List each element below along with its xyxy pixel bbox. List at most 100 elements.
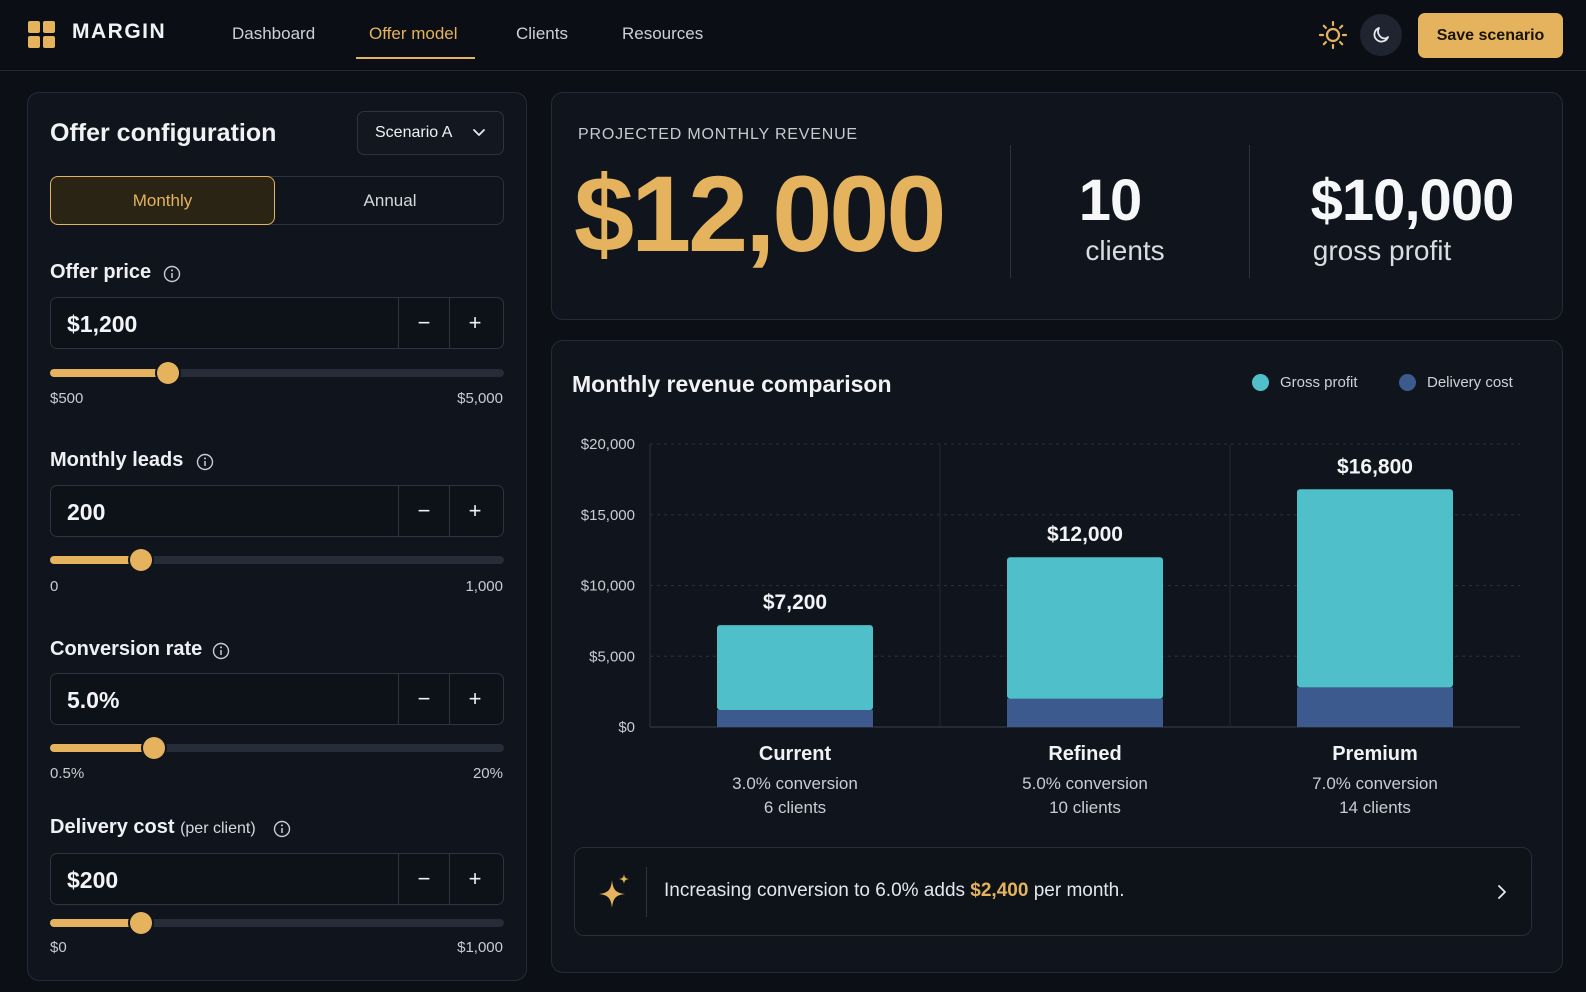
scenario-dropdown[interactable]: Scenario A	[357, 111, 504, 155]
bar-total-label: $12,000	[1047, 523, 1123, 546]
slider-thumb[interactable]	[129, 912, 152, 934]
y-tick-label: $5,000	[589, 648, 635, 665]
insight-message: Increasing conversion to 6.0% adds $2,40…	[664, 880, 1125, 901]
slider-thumb[interactable]	[143, 737, 166, 759]
save-scenario-button[interactable]: Save scenario	[1418, 13, 1563, 58]
monthly-leads-input[interactable]: 200 − +	[50, 485, 504, 537]
projected-revenue-value: $12,000	[574, 153, 946, 274]
clients-count: 10	[1078, 168, 1143, 233]
slider-fill	[50, 369, 169, 377]
offer-price-increment-button[interactable]: +	[449, 298, 500, 348]
conversion-rate-decrement-button[interactable]: −	[398, 674, 449, 724]
monthly-leads-slider[interactable]	[50, 549, 504, 571]
delivery-cost-value[interactable]: $200	[67, 867, 119, 893]
delivery-cost-max: $1,000	[457, 939, 503, 956]
y-tick-label: $20,000	[581, 436, 635, 453]
monthly-leads-value[interactable]: 200	[67, 499, 106, 525]
offer-price-label: Offer price	[50, 261, 152, 283]
bar-delivery-cost	[1297, 687, 1453, 727]
revenue-comparison-card: $0 $5,000 $10,000 $15,000 $20,000 $7,200 Curre…	[551, 340, 1563, 973]
offer-configuration-panel: Offer configuration Scenario A Monthly A…	[27, 92, 527, 981]
legend-gross-profit: Gross profit	[1280, 374, 1358, 391]
monthly-leads-min: 0	[50, 578, 59, 595]
revenue-chart: $0 $5,000 $10,000 $15,000 $20,000 $7,200 Curre…	[581, 436, 1520, 817]
delivery-cost-label: Delivery cost (per client)	[50, 816, 256, 838]
sun-icon[interactable]	[1318, 20, 1348, 50]
bar-delivery-cost	[717, 710, 873, 727]
conversion-rate-input[interactable]: 5.0% − +	[50, 673, 504, 725]
slider-fill	[50, 919, 141, 927]
delivery-cost-min: $0	[50, 939, 67, 956]
info-icon[interactable]	[212, 642, 230, 660]
bar-total-label: $7,200	[763, 591, 827, 614]
y-tick-label: $15,000	[581, 507, 635, 524]
conversion-rate-value[interactable]: 5.0%	[67, 687, 120, 713]
conversion-rate-increment-button[interactable]: +	[449, 674, 500, 724]
chart-title: Monthly revenue comparison	[572, 371, 892, 397]
insight-banner[interactable]: Increasing conversion to 6.0% adds $2,40…	[574, 847, 1532, 936]
x-category-clients: 14 clients	[1339, 798, 1411, 817]
offer-price-min: $500	[50, 390, 84, 407]
x-category-label: Refined	[1048, 743, 1121, 765]
nav-resources[interactable]: Resources	[622, 24, 704, 43]
gross-profit-label: gross profit	[1312, 235, 1452, 266]
monthly-leads-decrement-button[interactable]: −	[398, 486, 449, 536]
divider	[1010, 145, 1011, 278]
divider	[1249, 145, 1250, 278]
x-category-clients: 10 clients	[1049, 798, 1121, 817]
info-icon[interactable]	[163, 265, 181, 283]
offer-price-decrement-button[interactable]: −	[398, 298, 449, 348]
info-icon[interactable]	[273, 820, 291, 838]
monthly-leads-label: Monthly leads	[50, 449, 184, 471]
slider-thumb[interactable]	[157, 362, 180, 384]
offer-price-slider[interactable]	[50, 362, 504, 384]
delivery-cost-input[interactable]: $200 − +	[50, 853, 504, 905]
info-icon[interactable]	[196, 453, 214, 471]
bar-total-label: $16,800	[1337, 455, 1413, 478]
y-tick-label: $0	[618, 719, 635, 736]
conversion-rate-label: Conversion rate	[50, 638, 203, 660]
gross-profit-value: $10,000	[1310, 168, 1515, 233]
billing-monthly-option[interactable]: Monthly	[50, 176, 275, 225]
offer-price-max: $5,000	[457, 390, 503, 407]
panel-title: Offer configuration	[50, 119, 277, 147]
logo-grid-icon	[28, 21, 55, 48]
bar-gross-profit	[1297, 489, 1453, 688]
bar-gross-profit	[717, 625, 873, 711]
projected-revenue-card: PROJECTED MONTHLY REVENUE $12,000 10 cli…	[551, 92, 1563, 320]
offer-price-input[interactable]: $1,200 − +	[50, 297, 504, 349]
moon-icon[interactable]	[1360, 14, 1402, 56]
offer-price-value[interactable]: $1,200	[67, 311, 138, 337]
nav-dashboard[interactable]: Dashboard	[232, 24, 316, 43]
conversion-rate-min: 0.5%	[50, 765, 85, 782]
monthly-leads-increment-button[interactable]: +	[449, 486, 500, 536]
conversion-rate-slider[interactable]	[50, 737, 504, 759]
slider-thumb[interactable]	[129, 549, 152, 571]
scenario-dropdown-value: Scenario A	[375, 124, 453, 141]
app-logo-text: MARGIN	[72, 20, 167, 43]
chevron-right-icon[interactable]	[1495, 882, 1509, 902]
conversion-rate-max: 20%	[472, 765, 503, 782]
x-category-conversion: 7.0% conversion	[1312, 774, 1438, 793]
legend-delivery-cost: Delivery cost	[1427, 374, 1513, 391]
bar-delivery-cost	[1007, 698, 1163, 727]
legend-swatch-delivery-cost	[1399, 374, 1416, 391]
divider	[646, 867, 647, 917]
nav-offer-model[interactable]: Offer model	[369, 24, 458, 43]
x-category-conversion: 5.0% conversion	[1022, 774, 1148, 793]
kpi-label: PROJECTED MONTHLY REVENUE	[578, 126, 858, 143]
nav-clients[interactable]: Clients	[516, 24, 568, 43]
delivery-cost-increment-button[interactable]: +	[449, 854, 500, 904]
x-category-clients: 6 clients	[764, 798, 826, 817]
bar-gross-profit	[1007, 557, 1163, 699]
nav-active-indicator	[356, 57, 475, 59]
delivery-cost-slider[interactable]	[50, 912, 504, 934]
top-nav: MARGIN Dashboard Offer model Clients Res…	[0, 0, 1586, 71]
legend-swatch-gross-profit	[1252, 374, 1269, 391]
billing-toggle: Monthly Annual	[50, 176, 504, 225]
slider-fill	[50, 556, 141, 564]
billing-annual-option[interactable]: Annual	[363, 190, 417, 210]
delivery-cost-decrement-button[interactable]: −	[398, 854, 449, 904]
x-category-label: Premium	[1332, 743, 1418, 765]
y-tick-label: $10,000	[581, 578, 635, 595]
